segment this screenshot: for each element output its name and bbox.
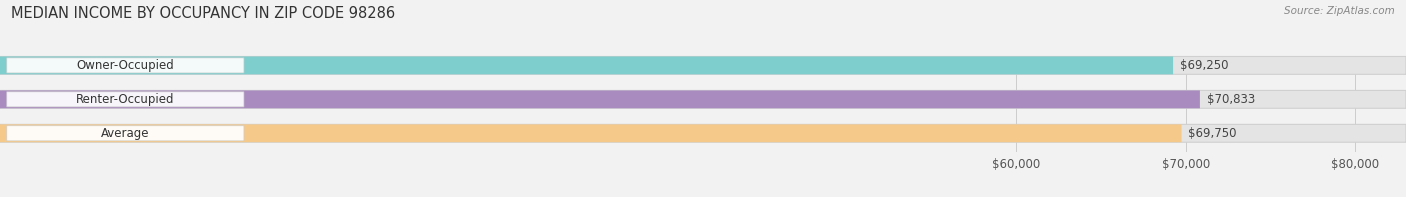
Text: Renter-Occupied: Renter-Occupied: [76, 93, 174, 106]
Text: Owner-Occupied: Owner-Occupied: [76, 59, 174, 72]
FancyBboxPatch shape: [7, 92, 243, 107]
Text: $69,750: $69,750: [1188, 127, 1237, 140]
Text: $70,833: $70,833: [1206, 93, 1256, 106]
FancyBboxPatch shape: [0, 124, 1181, 142]
FancyBboxPatch shape: [0, 57, 1406, 74]
FancyBboxPatch shape: [7, 126, 243, 141]
Text: Average: Average: [101, 127, 149, 140]
Text: MEDIAN INCOME BY OCCUPANCY IN ZIP CODE 98286: MEDIAN INCOME BY OCCUPANCY IN ZIP CODE 9…: [11, 6, 395, 21]
FancyBboxPatch shape: [0, 90, 1199, 108]
FancyBboxPatch shape: [7, 58, 243, 73]
FancyBboxPatch shape: [0, 57, 1173, 74]
Text: Source: ZipAtlas.com: Source: ZipAtlas.com: [1284, 6, 1395, 16]
FancyBboxPatch shape: [0, 124, 1406, 142]
Text: $69,250: $69,250: [1180, 59, 1229, 72]
FancyBboxPatch shape: [0, 90, 1406, 108]
